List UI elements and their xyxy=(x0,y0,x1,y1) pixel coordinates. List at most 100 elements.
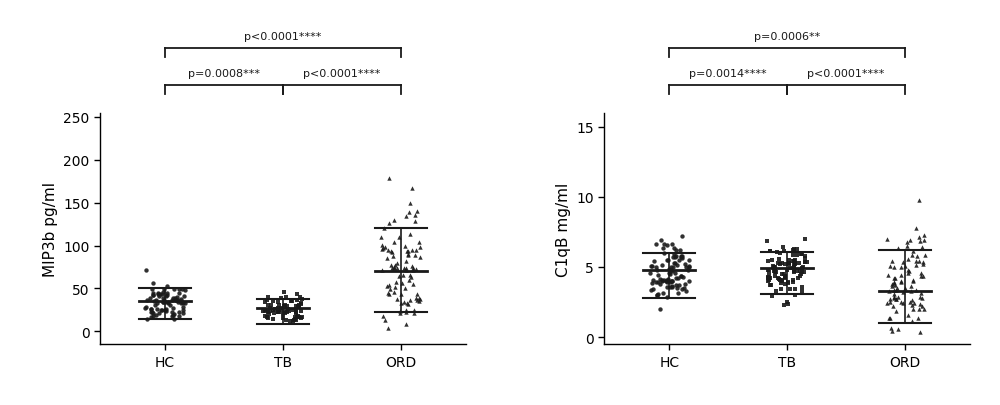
Point xyxy=(271,309,287,315)
Point xyxy=(145,290,161,296)
Point xyxy=(660,258,676,264)
Point xyxy=(668,247,684,254)
Point xyxy=(777,274,793,281)
Point xyxy=(793,271,809,277)
Point xyxy=(897,264,913,270)
Point xyxy=(166,311,182,318)
Point xyxy=(137,305,153,311)
Point xyxy=(281,308,297,314)
Point xyxy=(667,271,683,277)
Point xyxy=(884,328,900,334)
Point xyxy=(674,286,690,293)
Point xyxy=(666,251,682,258)
Point xyxy=(143,309,159,315)
Point xyxy=(166,286,182,292)
Point xyxy=(374,267,390,273)
Point xyxy=(379,283,395,290)
Point xyxy=(145,311,161,317)
Point xyxy=(768,288,784,294)
Point xyxy=(150,291,166,297)
Point xyxy=(257,308,273,315)
Point xyxy=(277,302,293,309)
Point xyxy=(152,291,168,298)
Point xyxy=(275,311,291,318)
Y-axis label: C1qB mg/ml: C1qB mg/ml xyxy=(556,182,571,276)
Point xyxy=(175,305,191,311)
Point xyxy=(677,281,693,288)
Point xyxy=(262,308,278,314)
Point xyxy=(145,313,161,320)
Point xyxy=(155,299,171,306)
Point xyxy=(777,275,793,281)
Point xyxy=(644,281,660,287)
Point xyxy=(664,268,680,275)
Point xyxy=(903,288,919,294)
Point xyxy=(787,286,803,293)
Point xyxy=(655,245,671,252)
Point xyxy=(293,308,309,314)
Point xyxy=(671,257,687,264)
Point xyxy=(781,260,797,266)
Point xyxy=(290,303,306,309)
Point xyxy=(155,289,171,295)
Point xyxy=(912,301,928,307)
Point xyxy=(260,294,276,301)
Point xyxy=(674,233,690,239)
Point xyxy=(176,293,192,300)
Point xyxy=(381,220,397,226)
Point xyxy=(787,260,803,266)
Point xyxy=(681,257,697,264)
Point xyxy=(796,269,812,276)
Point xyxy=(401,209,417,215)
Point xyxy=(664,278,680,285)
Point xyxy=(786,258,802,265)
Point xyxy=(761,273,777,279)
Point xyxy=(789,252,805,258)
Point xyxy=(786,264,802,271)
Point xyxy=(890,245,906,251)
Point xyxy=(277,310,293,317)
Point xyxy=(912,329,928,335)
Point xyxy=(787,262,803,268)
Point xyxy=(908,287,924,294)
Point xyxy=(146,298,162,304)
Point xyxy=(880,272,896,278)
Point xyxy=(913,273,929,280)
Point xyxy=(766,269,782,275)
Point xyxy=(887,275,903,281)
Point xyxy=(150,290,166,296)
Point xyxy=(375,313,391,320)
Point xyxy=(785,279,801,286)
Point xyxy=(886,275,902,281)
Point xyxy=(165,296,181,302)
Point xyxy=(767,264,783,271)
Point xyxy=(789,269,805,275)
Point xyxy=(884,258,900,264)
Point xyxy=(680,267,696,274)
Point xyxy=(412,244,428,250)
Point xyxy=(667,260,683,266)
Point xyxy=(145,292,161,298)
Point xyxy=(799,259,815,265)
Point xyxy=(157,299,173,305)
Point xyxy=(397,243,413,249)
Point xyxy=(289,297,305,303)
Point xyxy=(650,273,666,279)
Point xyxy=(387,284,403,290)
Point xyxy=(643,262,659,269)
Point xyxy=(673,254,689,261)
Point xyxy=(643,287,659,294)
Point xyxy=(773,286,789,292)
Point xyxy=(661,266,677,273)
Point xyxy=(767,268,783,274)
Point xyxy=(280,306,296,313)
Point xyxy=(900,270,916,277)
Point xyxy=(886,279,902,286)
Point xyxy=(408,295,424,301)
Point xyxy=(899,243,915,249)
Point xyxy=(904,297,920,304)
Point xyxy=(911,197,927,203)
Point xyxy=(890,326,906,332)
Point xyxy=(666,245,682,252)
Point xyxy=(171,309,187,316)
